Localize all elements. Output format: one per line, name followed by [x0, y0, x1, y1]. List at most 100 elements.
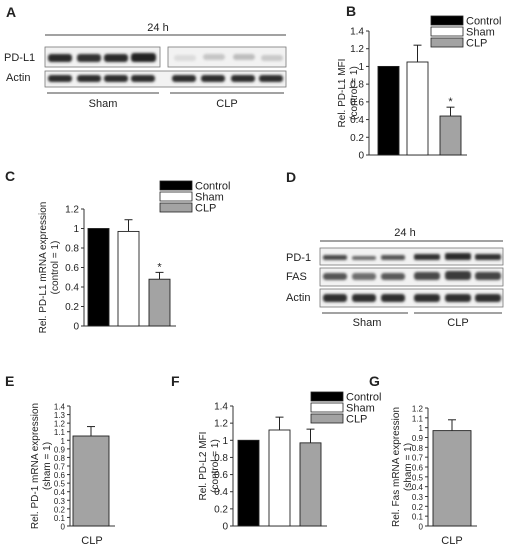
y-tick-label: 0.6	[65, 263, 79, 274]
band	[48, 54, 72, 62]
band	[131, 53, 156, 62]
y-tick-label: 1.4	[214, 402, 228, 413]
panel-letter: G	[369, 373, 380, 389]
bar-control	[237, 439, 260, 527]
legend-label-clp: CLP	[346, 414, 367, 426]
band	[323, 294, 347, 302]
bar-clp	[439, 115, 462, 156]
y-axis-label: Rel. PD-1 mRNA expression(sham = 1)	[30, 403, 53, 529]
y-axis-label-line: Rel. PD-L2 MFI	[198, 432, 209, 501]
y-tick-label: 0.1	[412, 513, 424, 522]
band	[77, 75, 101, 82]
band	[352, 256, 376, 260]
y-tick-label: 1.2	[65, 205, 79, 216]
y-tick-label: 0.4	[65, 283, 79, 294]
y-tick-label: 0.1	[54, 514, 66, 523]
legend-label-control: Control	[346, 392, 381, 404]
bar-clp	[432, 430, 472, 527]
y-tick-label: 1	[358, 62, 364, 73]
chart-c: C 0 0.2 0.4 0.6 0.8 1 1.2 Rel. PD-L1 mRNA expres…	[5, 168, 230, 333]
y-tick-label: 1.2	[54, 420, 66, 429]
panel-a-time: 24 h	[147, 22, 168, 34]
band	[414, 294, 440, 302]
y-tick-label: 0.8	[214, 453, 228, 464]
y-tick-label: 0.5	[54, 480, 66, 489]
band	[231, 75, 255, 82]
band	[414, 272, 440, 280]
bar-sham	[406, 61, 429, 156]
y-tick-label: 0	[222, 522, 228, 533]
y-axis-label-line: Rel. Fas mRNA expression	[391, 407, 402, 527]
y-tick-label: 1	[222, 436, 228, 447]
y-tick-label: 0.8	[54, 454, 66, 463]
blot-a-pdl1-clp	[167, 46, 287, 68]
legend-swatch-control	[310, 391, 344, 402]
band	[201, 75, 225, 82]
y-tick-label: 1.1	[412, 414, 424, 423]
panel-d-row-label-pd1: PD-1	[286, 252, 311, 264]
band	[445, 271, 471, 280]
y-tick-label: 1.4	[350, 27, 364, 38]
x-axis-label: CLP	[81, 535, 102, 547]
y-tick-label: 1.4	[54, 403, 66, 412]
bar-clp	[148, 278, 171, 327]
blot-d-actin	[319, 288, 504, 308]
y-tick-label: 0.9	[54, 445, 66, 454]
legend-swatch-clp	[430, 37, 464, 48]
legend-label-sham: Sham	[346, 403, 375, 415]
y-tick-label: 1.3	[54, 411, 66, 420]
y-tick-label: 0	[358, 151, 364, 162]
band	[172, 75, 196, 82]
y-tick-label: 0.8	[350, 80, 364, 91]
y-tick-label: 0.8	[65, 244, 79, 255]
y-tick-label: 0	[73, 322, 79, 333]
y-tick-label: 0.3	[54, 497, 66, 506]
y-tick-label: 1.2	[214, 419, 228, 430]
y-tick-label: 1	[61, 437, 66, 446]
y-tick-label: 0.6	[54, 471, 66, 480]
band	[323, 255, 347, 260]
y-tick-label: 0.6	[412, 464, 424, 473]
y-tick-label: 1	[73, 224, 79, 235]
y-tick-label: 0	[419, 523, 424, 532]
y-tick-label: 0.2	[350, 133, 364, 144]
panel-a-group-clp: CLP	[216, 98, 237, 110]
significance-mark: *	[448, 96, 453, 108]
panel-a-group-sham: Sham	[89, 98, 118, 110]
y-tick-label: 0.2	[54, 505, 66, 514]
band	[475, 254, 501, 260]
y-axis-label-line: (control = 1)	[50, 241, 61, 295]
y-tick-label: 0	[61, 523, 66, 532]
band	[233, 54, 255, 60]
y-axis-label: Rel. Fas mRNA expression(sham = 1)	[391, 407, 414, 527]
y-tick-label: 1.2	[412, 405, 424, 414]
panel-d-group-sham: Sham	[353, 317, 382, 329]
legend-swatch-control	[430, 15, 464, 26]
band	[323, 273, 347, 280]
band	[445, 253, 471, 260]
bar-sham	[117, 230, 140, 327]
legend-label-control: Control	[195, 181, 230, 193]
panel-a-letter: A	[6, 4, 16, 20]
band	[77, 54, 101, 62]
band	[381, 255, 405, 260]
y-tick-label: 0.4	[214, 487, 228, 498]
legend-swatch-sham	[159, 191, 193, 202]
bar-control	[377, 65, 400, 156]
band	[203, 54, 225, 60]
blot-d-pd1	[319, 247, 504, 266]
legend-swatch-clp	[310, 413, 344, 424]
y-axis-label: Rel. PD-L1 MFI(control = 1)	[337, 59, 360, 128]
panel-d-row-label-actin: Actin	[286, 292, 310, 304]
y-tick-label: 0.6	[214, 470, 228, 481]
band	[104, 54, 128, 62]
y-axis-label-line: Rel. PD-1 mRNA expression	[30, 403, 41, 529]
y-tick-label: 0.6	[350, 97, 364, 108]
y-tick-label: 0.4	[412, 483, 424, 492]
band	[48, 75, 72, 82]
y-axis-label: Rel. PD-L1 mRNA expression(control = 1)	[38, 202, 61, 334]
y-axis-label-line: (sham = 1)	[403, 443, 414, 491]
y-tick-label: 0.5	[412, 473, 424, 482]
legend-swatch-clp	[159, 202, 193, 213]
